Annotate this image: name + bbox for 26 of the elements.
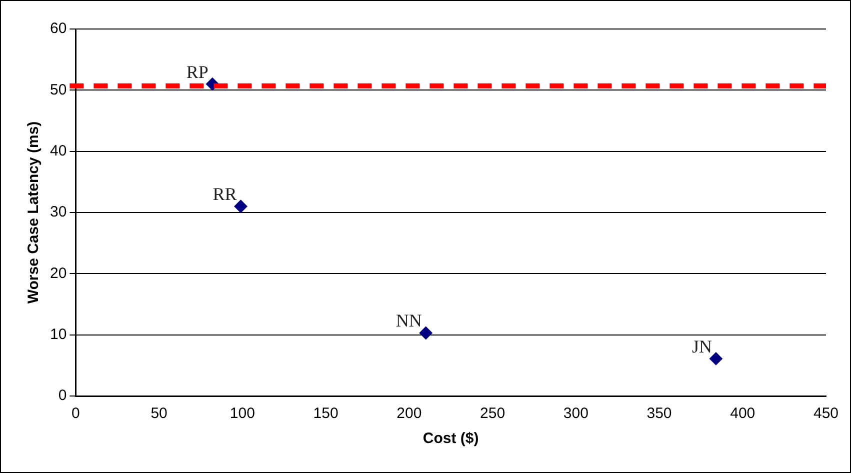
x-tick-label: 100 (230, 405, 255, 422)
x-tick-label: 50 (150, 405, 168, 422)
y-tick-label: 30 (50, 204, 67, 221)
y-tick-label: 40 (50, 142, 67, 160)
annotation: NN (396, 310, 422, 331)
x-tick-label: 300 (563, 405, 588, 422)
point (709, 352, 722, 366)
x-tick-label: 0 (72, 405, 80, 422)
x-tick-label: 450 (813, 405, 839, 422)
x-tick-label: 200 (396, 405, 422, 422)
x-tick-label: 350 (646, 405, 672, 422)
y-tick-label: 50 (50, 81, 67, 98)
x-tick-label: 400 (730, 405, 756, 422)
y-tick-label: 20 (50, 264, 67, 282)
point (419, 326, 432, 340)
x-tick-label: 150 (313, 405, 338, 422)
y-tick-label: 60 (50, 20, 67, 38)
annotation: RR (212, 184, 237, 204)
x-axis-title: Cost ($) (422, 430, 479, 448)
y-axis-title: Worse Case Latency (ms) (25, 121, 42, 304)
annotation: RP (186, 62, 208, 82)
x-tick-label: 250 (480, 405, 506, 422)
point (234, 200, 248, 213)
y-tick-label: 10 (50, 326, 67, 343)
y-tick-label: 0 (58, 387, 67, 404)
annotation: JN (692, 336, 712, 356)
